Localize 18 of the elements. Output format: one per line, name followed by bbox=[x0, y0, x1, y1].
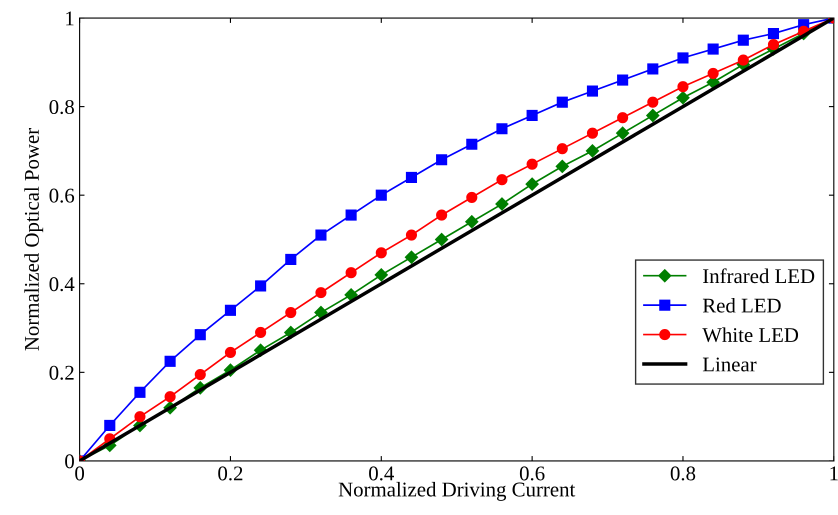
x-tick-label: 0.4 bbox=[369, 466, 394, 481]
x-tick-label: 0.6 bbox=[520, 466, 545, 481]
x-tick-label: 0 bbox=[75, 466, 84, 480]
x-tick-label: 0.8 bbox=[670, 466, 696, 481]
y-tick-label: 0 bbox=[65, 454, 74, 468]
y-tick-label: 0.8 bbox=[50, 100, 74, 114]
x-tick-label: 0.2 bbox=[218, 466, 242, 481]
y-tick-label: 0.6 bbox=[50, 188, 74, 203]
x-axis-title: Normalized Driving Current bbox=[338, 482, 576, 501]
legend-label: Infrared LED bbox=[703, 268, 814, 284]
y-tick-label: 0.4 bbox=[50, 277, 74, 292]
legend-label: Linear bbox=[702, 358, 756, 372]
legend-label: Red LED bbox=[702, 298, 781, 313]
y-tick-label: 1 bbox=[66, 12, 74, 26]
y-tick-label: 0.2 bbox=[50, 366, 74, 380]
legend-label: White LED bbox=[702, 327, 798, 342]
y-axis-title: Normalized Optical Power bbox=[24, 128, 44, 351]
x-tick-label: 1 bbox=[830, 466, 838, 480]
